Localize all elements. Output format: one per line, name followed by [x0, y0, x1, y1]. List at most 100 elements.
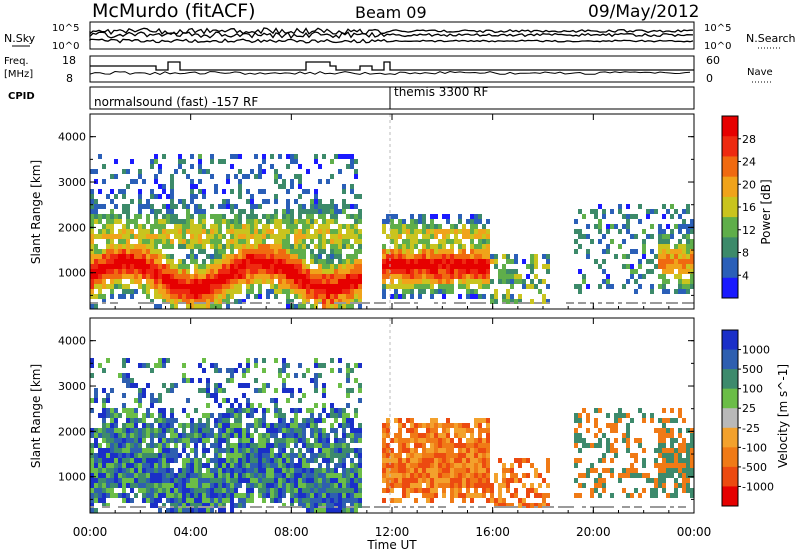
- velocity-cell: [442, 453, 446, 458]
- power-cell: [246, 279, 250, 284]
- velocity-cell: [94, 473, 98, 478]
- velocity-cell: [610, 458, 614, 463]
- power-cell: [454, 274, 458, 279]
- power-cell: [610, 284, 614, 289]
- ground-scatter-cell: [198, 302, 202, 304]
- velocity-cell: [342, 483, 346, 488]
- velocity-cell: [678, 483, 682, 488]
- power-cell: [246, 249, 250, 254]
- power-cell: [338, 289, 342, 294]
- velocity-cell: [90, 443, 94, 448]
- power-cell: [414, 234, 418, 239]
- velocity-cell: [142, 498, 146, 503]
- ground-scatter-cell: [102, 302, 106, 304]
- power-cell: [190, 164, 194, 169]
- velocity-cell: [546, 468, 550, 473]
- velocity-cell: [466, 488, 470, 493]
- velocity-cell: [130, 408, 134, 413]
- velocity-cell: [390, 473, 394, 478]
- velocity-cell: [418, 483, 422, 488]
- velocity-cell: [326, 468, 330, 473]
- velocity-cell: [106, 438, 110, 443]
- velocity-cell: [654, 428, 658, 433]
- velocity-cell: [90, 463, 94, 468]
- power-cell: [678, 214, 682, 219]
- power-cell: [690, 264, 694, 269]
- velocity-cell: [190, 478, 194, 483]
- power-cell: [182, 199, 186, 204]
- power-cell: [690, 284, 694, 289]
- power-cell: [478, 264, 482, 269]
- velocity-cell: [446, 478, 450, 483]
- power-cell: [226, 204, 230, 209]
- velocity-cell: [94, 438, 98, 443]
- power-cell: [330, 174, 334, 179]
- velocity-cell: [310, 478, 314, 483]
- power-cell: [338, 234, 342, 239]
- velocity-cell: [490, 493, 494, 498]
- velocity-cell: [342, 413, 346, 418]
- power-cell: [470, 234, 474, 239]
- power-cell: [398, 269, 402, 274]
- power-cell: [258, 244, 262, 249]
- power-cell: [158, 239, 162, 244]
- power-cell: [170, 194, 174, 199]
- velocity-cell: [294, 488, 298, 493]
- velocity-cell: [514, 493, 518, 498]
- velocity-cell: [470, 483, 474, 488]
- power-cell: [154, 249, 158, 254]
- power-cell: [186, 224, 190, 229]
- power-cell: [142, 234, 146, 239]
- velocity-cell: [262, 478, 266, 483]
- velocity-cell: [114, 413, 118, 418]
- velocity-cell: [214, 363, 218, 368]
- power-cell: [218, 289, 222, 294]
- velocity-cell: [118, 453, 122, 458]
- velocity-cell: [638, 473, 642, 478]
- power-cell: [622, 239, 626, 244]
- power-cell: [218, 269, 222, 274]
- velocity-cell: [282, 488, 286, 493]
- power-cell: [626, 279, 630, 284]
- velocity-cell: [626, 428, 630, 433]
- velocity-cell: [214, 388, 218, 393]
- power-cell: [198, 304, 202, 309]
- velocity-cell: [502, 463, 506, 468]
- velocity-cell: [246, 408, 250, 413]
- power-cell: [290, 154, 294, 159]
- velocity-cell: [158, 408, 162, 413]
- power-cell: [142, 274, 146, 279]
- velocity-cell: [426, 498, 430, 503]
- power-cell: [474, 249, 478, 254]
- velocity-cell: [518, 463, 522, 468]
- velocity-cell: [262, 463, 266, 468]
- velocity-cell: [398, 428, 402, 433]
- velocity-cell: [162, 463, 166, 468]
- power-cell: [174, 279, 178, 284]
- power-cell: [298, 269, 302, 274]
- velocity-cell: [346, 488, 350, 493]
- velocity-cell: [158, 473, 162, 478]
- velocity-cell: [126, 458, 130, 463]
- velocity-cell: [298, 468, 302, 473]
- velocity-cell: [150, 493, 154, 498]
- velocity-cell: [578, 413, 582, 418]
- power-cell: [446, 234, 450, 239]
- velocity-cell: [382, 478, 386, 483]
- power-cell: [486, 249, 490, 254]
- velocity-cell: [330, 428, 334, 433]
- velocity-cell: [106, 413, 110, 418]
- power-cell: [414, 259, 418, 264]
- velocity-cell: [318, 498, 322, 503]
- velocity-cell: [382, 488, 386, 493]
- velocity-cell: [650, 488, 654, 493]
- power-cell: [426, 234, 430, 239]
- velocity-cell: [526, 503, 530, 508]
- velocity-cell: [682, 448, 686, 453]
- velocity-cell: [206, 493, 210, 498]
- ground-scatter-cell: [534, 506, 538, 508]
- power-cell: [110, 249, 114, 254]
- velocity-cell: [614, 453, 618, 458]
- ground-scatter-cell: [454, 302, 458, 304]
- velocity-cell: [258, 438, 262, 443]
